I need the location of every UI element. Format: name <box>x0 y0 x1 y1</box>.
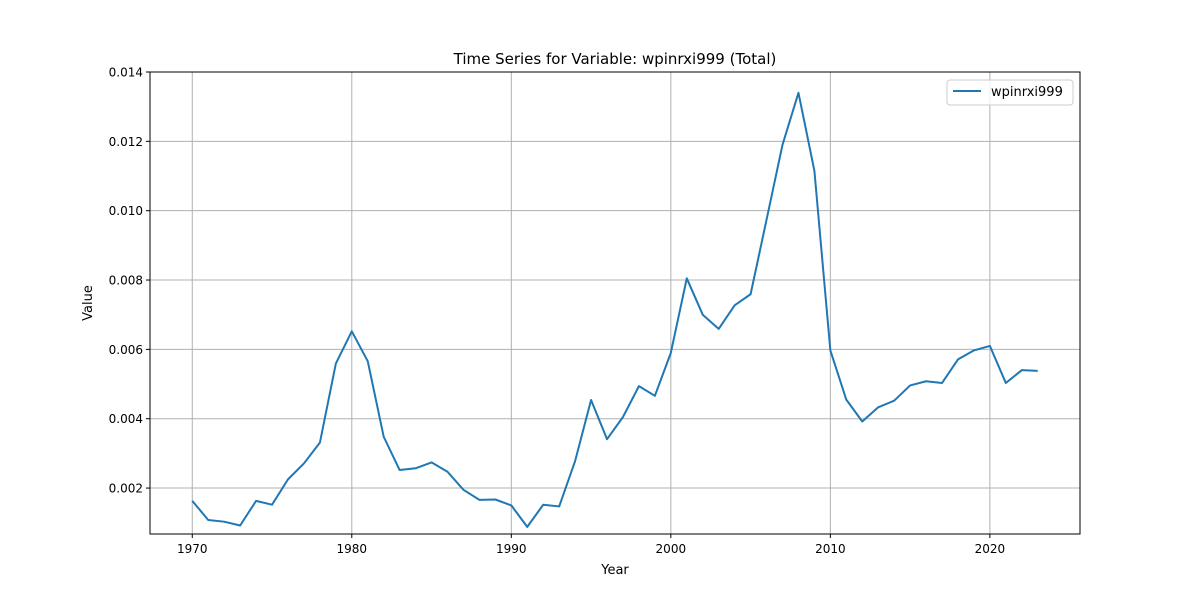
data-point <box>255 500 257 502</box>
data-point <box>1021 369 1023 371</box>
data-point <box>606 438 608 440</box>
data-point <box>335 363 337 365</box>
data-point <box>478 499 480 501</box>
data-point <box>303 462 305 464</box>
series-layer <box>191 91 1039 528</box>
x-tick-label: 2000 <box>656 542 687 556</box>
data-point <box>797 92 799 94</box>
data-point <box>271 504 273 506</box>
data-point <box>766 219 768 221</box>
axes: 1970 1980 1990 2000 2010 2020 0.002 0.004 0.006 0… <box>109 66 1006 557</box>
x-tick-label: 2010 <box>815 542 846 556</box>
data-point <box>431 461 433 463</box>
data-point <box>542 504 544 506</box>
x-tick-label: 1980 <box>337 542 368 556</box>
data-point <box>654 395 656 397</box>
data-point <box>494 499 496 501</box>
series-line-wpinrxi999 <box>191 91 1038 528</box>
data-point <box>941 382 943 384</box>
data-point <box>526 526 528 528</box>
data-point <box>734 304 736 306</box>
data-point <box>367 360 369 362</box>
data-point <box>909 384 911 386</box>
y-tick-label: 0.008 <box>109 274 143 288</box>
data-point <box>702 314 704 316</box>
data-point <box>590 399 592 401</box>
data-point <box>957 358 959 360</box>
data-point <box>510 504 512 506</box>
data-point <box>925 380 927 382</box>
y-tick-label: 0.004 <box>109 412 143 426</box>
plot-frame <box>149 71 1081 535</box>
data-point <box>750 293 752 295</box>
data-point <box>845 399 847 401</box>
data-point <box>622 416 624 418</box>
x-axis-label: Year <box>600 563 629 578</box>
data-point <box>239 525 241 527</box>
legend: wpinrxi999 <box>946 79 1074 106</box>
x-tick-label: 1990 <box>496 542 527 556</box>
data-point <box>861 420 863 422</box>
chart-title: Time Series for Variable: wpinrxi999 (To… <box>453 50 777 68</box>
data-point <box>558 505 560 507</box>
y-tick-label: 0.012 <box>109 135 143 149</box>
y-tick-label: 0.010 <box>109 204 143 218</box>
y-axis-label: Value <box>81 285 96 321</box>
data-point <box>223 521 225 523</box>
data-point <box>670 352 672 354</box>
x-tick-label: 1970 <box>177 542 208 556</box>
y-tick-label: 0.014 <box>109 66 143 80</box>
data-point <box>718 328 720 330</box>
legend-box <box>946 79 1074 106</box>
x-tick-label: 2020 <box>975 542 1006 556</box>
data-point <box>638 385 640 387</box>
data-point <box>989 345 991 347</box>
data-point <box>447 471 449 473</box>
data-point <box>829 349 831 351</box>
data-point <box>207 519 209 521</box>
data-point <box>191 500 193 502</box>
data-point <box>383 436 385 438</box>
data-point <box>973 349 975 351</box>
data-point <box>319 442 321 444</box>
data-point <box>399 469 401 471</box>
y-tick-label: 0.006 <box>109 343 143 357</box>
data-point <box>574 460 576 462</box>
data-point <box>686 277 688 279</box>
data-point <box>287 478 289 480</box>
grid <box>150 71 1080 534</box>
data-point <box>782 144 784 146</box>
data-point <box>893 400 895 402</box>
data-point <box>351 330 353 332</box>
data-point <box>1005 382 1007 384</box>
data-point <box>877 406 879 408</box>
data-point <box>462 489 464 491</box>
data-point <box>1037 370 1039 372</box>
legend-label: wpinrxi999 <box>991 85 1063 100</box>
data-point <box>813 170 815 172</box>
y-tick-label: 0.002 <box>109 482 143 496</box>
data-point <box>415 467 417 469</box>
